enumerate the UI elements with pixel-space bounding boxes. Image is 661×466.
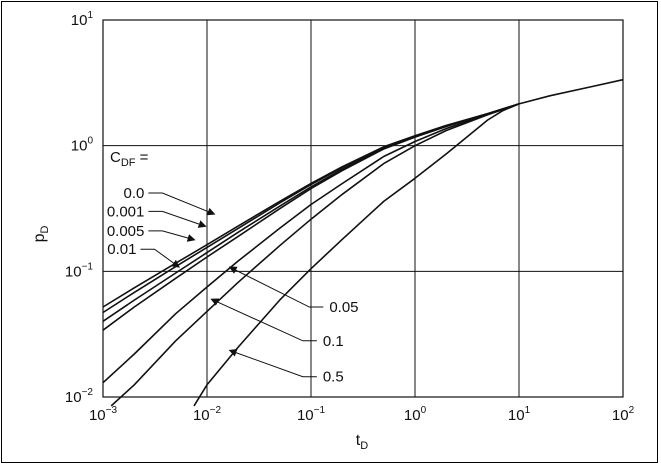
annotation-arrow xyxy=(140,248,180,268)
annotation-label: 0.05 xyxy=(329,299,358,316)
y-tick-label: 101 xyxy=(71,10,94,29)
x-tick-labels: 10−3 10−2 10−1 100 101 102 xyxy=(89,405,635,424)
plot-area-border xyxy=(102,19,624,398)
annotation-arrow xyxy=(148,210,207,228)
x-tick-label: 10−3 xyxy=(89,405,118,424)
annotation-label: 0.01 xyxy=(107,241,136,258)
annotation-label: 0.0 xyxy=(124,185,145,202)
x-axis-label: tD xyxy=(356,432,368,452)
series-line-0-5 xyxy=(193,103,520,407)
annotation-arrow xyxy=(228,348,317,378)
x-tick-label: 10−1 xyxy=(297,405,326,424)
annotation-label: 0.5 xyxy=(323,369,344,386)
series-line-0-05 xyxy=(102,103,520,384)
y-tick-labels: 10−2 10−1 100 101 xyxy=(65,10,94,406)
x-tick-label: 101 xyxy=(508,405,531,424)
annotation-arrow xyxy=(148,230,196,242)
series-line-0-0 xyxy=(102,78,624,308)
annotation-arrow xyxy=(228,266,324,308)
y-tick-label: 100 xyxy=(71,136,94,155)
annotation-label: 0.005 xyxy=(107,223,145,240)
annotation-label: 0.1 xyxy=(323,333,344,350)
y-axis-label: pD xyxy=(31,226,51,243)
annotation-arrow xyxy=(148,192,216,216)
grid-lines xyxy=(103,20,623,397)
x-tick-label: 100 xyxy=(404,405,427,424)
x-tick-label: 10−2 xyxy=(193,405,222,424)
x-tick-label: 102 xyxy=(612,405,635,424)
curves xyxy=(102,78,624,407)
annotation-label: 0.001 xyxy=(107,203,145,220)
series-line-0-1 xyxy=(110,103,520,407)
series-line-0-01 xyxy=(102,103,520,331)
y-tick-label: 10−2 xyxy=(65,387,94,406)
annotation-arrow xyxy=(210,298,317,342)
legend-title: CDF = xyxy=(110,149,149,169)
y-tick-label: 10−1 xyxy=(65,261,94,280)
